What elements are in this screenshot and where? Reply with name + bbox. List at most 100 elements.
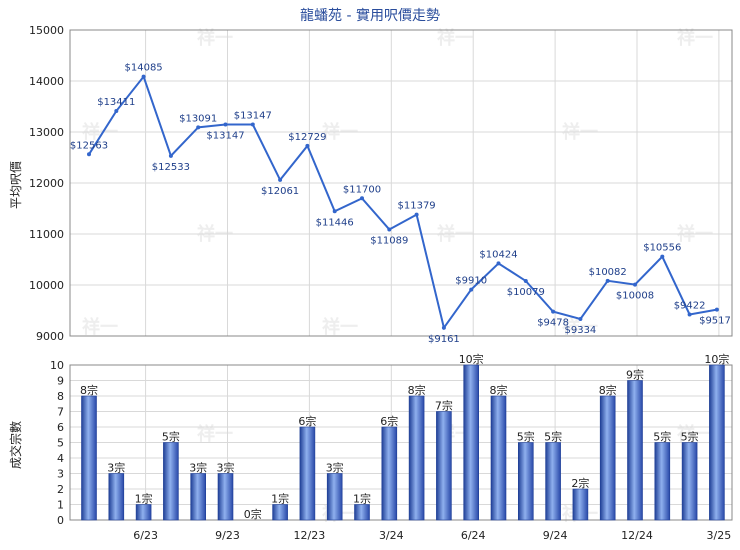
volume-y-tick-3: 3 [57,468,64,481]
volume-bar-label-20: 9宗 [626,368,644,382]
price-point-label-15: $10424 [479,249,517,260]
price-series-line [88,74,718,331]
price-point-23 [714,307,719,312]
chart-title: 龍蟠苑 - 實用呎價走勢 [300,7,440,24]
volume-bar-5 [217,473,234,521]
price-point-20 [633,282,637,287]
volume-bar-label-7: 1宗 [271,492,289,506]
price-point-21 [660,254,665,259]
price-point-label-13: $9161 [428,334,460,345]
volume-bar-label-17: 5宗 [544,430,562,444]
price-y-tick-2: 11000 [29,228,64,241]
price-y-ticks: 9000 10000 11000 12000 13000 14000 15000 [29,24,64,343]
price-point-label-23: $9517 [699,316,731,327]
price-point-5 [223,122,228,127]
price-y-axis-label: 平均呎價 [9,161,23,209]
volume-y-axis-label: 成交宗數 [8,421,23,469]
price-point-label-9: $11446 [316,217,354,228]
price-grid [69,29,733,337]
volume-bar-label-18: 2宗 [571,476,589,490]
watermark-12: 祥一 [197,423,233,445]
price-y-tick-1: 10000 [29,279,64,292]
volume-bar-21 [654,442,671,521]
volume-bar-11 [381,426,398,521]
volume-y-tick-1: 1 [57,499,64,512]
price-y-tick-6: 15000 [29,24,64,37]
price-point-4 [196,125,201,130]
price-point-label-22: $9422 [674,300,706,311]
volume-bar-3 [163,442,179,521]
volume-bar-8 [299,426,316,521]
watermark-11: 祥一 [562,316,598,338]
price-point-label-6: $13147 [234,111,272,122]
volume-bar-label-16: 5宗 [517,430,535,444]
volume-y-tick-4: 4 [57,452,64,465]
price-point-label-20: $10008 [616,291,654,302]
x-tick-6: 12/24 [621,529,653,542]
price-point-label-16: $10079 [507,287,545,298]
x-tick-4: 6/24 [461,529,486,542]
price-point-14 [469,287,474,292]
price-point-18 [578,316,583,321]
watermark-10: 祥一 [322,316,358,338]
price-y-tick-0: 9000 [36,330,64,343]
x-tick-3: 3/24 [379,529,404,542]
price-point-7 [278,177,283,182]
x-tick-labels: 6/23 9/23 12/23 3/24 6/24 9/24 12/24 3/25 [133,529,731,542]
volume-bar-2 [135,504,152,521]
volume-bar-16 [517,442,534,521]
price-point-8 [305,143,310,148]
volume-bar-label-2: 1宗 [135,492,153,506]
volume-bar-label-22: 5宗 [681,430,699,444]
x-tick-1: 9/23 [215,529,240,542]
volume-y-tick-10: 10 [50,359,64,372]
price-point-label-11: $11089 [370,235,408,246]
price-plot-frame [69,29,733,337]
price-point-label-19: $10082 [589,267,627,278]
price-point-label-1: $13411 [97,97,135,108]
x-tick-0: 6/23 [133,529,158,542]
volume-bar-label-5: 3宗 [217,461,235,475]
volume-bar-label-4: 3宗 [189,461,207,475]
price-point-16 [523,278,528,283]
price-point-label-3: $12533 [152,162,190,173]
watermark-9: 祥一 [82,316,118,338]
volume-bar-label-13: 7宗 [435,399,453,413]
volume-bar-label-11: 6宗 [380,414,398,428]
watermark-1: 祥一 [437,27,473,49]
price-point-label-18: $9334 [564,325,596,336]
price-point-label-0: $12563 [70,140,108,151]
price-point-3 [168,153,173,158]
volume-bar-12 [408,395,425,521]
price-point-12 [414,212,419,217]
volume-y-ticks: 0 1 2 3 4 5 6 7 8 9 10 [50,359,64,527]
volume-bar-label-6: 0宗 [244,507,262,521]
volume-bar-label-23: 10宗 [704,352,729,366]
price-point-label-10: $11700 [343,184,381,195]
price-point-1 [114,109,119,114]
price-point-label-2: $14085 [125,63,163,74]
watermark-2: 祥一 [677,27,713,49]
volume-bar-20 [627,380,643,521]
price-line-layer [87,74,719,331]
volume-bar-23 [709,364,725,521]
volume-bar-label-8: 6宗 [298,414,316,428]
price-point-9 [332,209,337,214]
price-y-tick-3: 12000 [29,177,64,190]
price-point-label-7: $12061 [261,186,299,197]
price-point-17 [551,309,556,314]
price-point-6 [250,122,255,127]
volume-bar-label-9: 3宗 [326,461,344,475]
watermark-0: 祥一 [197,27,233,49]
price-point-label-21: $10556 [643,243,681,254]
volume-y-tick-2: 2 [57,483,64,496]
volume-y-tick-0: 0 [57,514,64,527]
volume-bar-label-0: 8宗 [80,383,98,397]
volume-y-tick-8: 8 [57,390,64,403]
price-point-label-8: $12729 [288,132,326,143]
volume-bar-1 [108,473,125,521]
volume-plot-frame [69,364,733,521]
volume-bar-7 [272,504,288,521]
volume-bar-label-14: 10宗 [459,352,484,366]
price-point-10 [360,196,364,201]
